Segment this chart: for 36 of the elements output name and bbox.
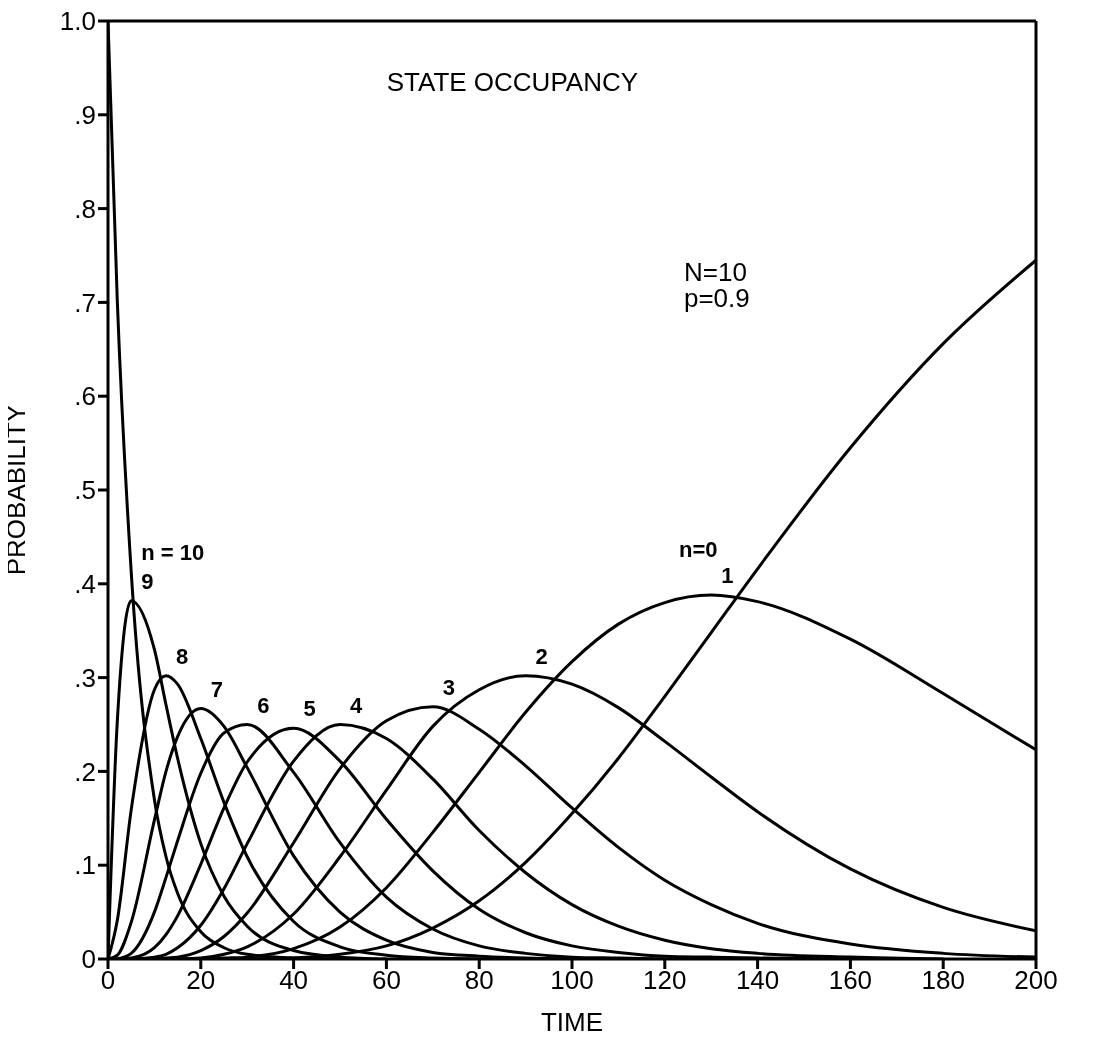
x-tick-label: 180 (921, 965, 965, 996)
y-tick-label: .2 (74, 756, 96, 787)
series-label: 2 (535, 643, 548, 669)
y-tick-label: .3 (74, 662, 96, 693)
y-tick-label: .4 (74, 569, 96, 600)
series-label: 3 (442, 674, 456, 700)
x-tick-label: 100 (550, 965, 594, 996)
x-axis-title: TIME (540, 1007, 604, 1037)
series-label: 6 (257, 692, 270, 718)
x-tick-label: 0 (100, 965, 116, 996)
y-tick-label: .5 (74, 475, 96, 506)
series-label: n = 10 (141, 539, 205, 565)
series-label: 5 (303, 696, 316, 722)
series-label: 4 (350, 692, 363, 718)
series-label: n=0 (679, 536, 718, 562)
y-axis-title: PROBABILITY (1, 404, 32, 576)
series-label: 7 (210, 676, 224, 702)
x-tick-label: 40 (279, 965, 309, 996)
y-tick-label: 1.0 (59, 6, 96, 37)
y-tick-label: .7 (74, 287, 96, 318)
series-label: 1 (721, 563, 734, 589)
x-tick-label: 60 (371, 965, 401, 996)
y-tick-label: .9 (74, 100, 96, 131)
x-tick-label: 200 (1014, 965, 1058, 996)
x-tick-label: 140 (735, 965, 780, 996)
y-tick-label: 0 (81, 944, 96, 975)
x-tick-label: 20 (186, 965, 216, 996)
series-label: 8 (176, 643, 189, 669)
text: STATE OCCUPANCY (386, 66, 639, 98)
series-label: 9 (141, 568, 154, 594)
x-tick-label: 160 (828, 965, 873, 996)
y-tick-label: .8 (74, 193, 96, 224)
y-tick-label: .1 (74, 850, 96, 881)
x-tick-label: 80 (464, 965, 494, 996)
y-tick-label: .6 (74, 381, 96, 412)
x-tick-label: 120 (643, 965, 687, 996)
